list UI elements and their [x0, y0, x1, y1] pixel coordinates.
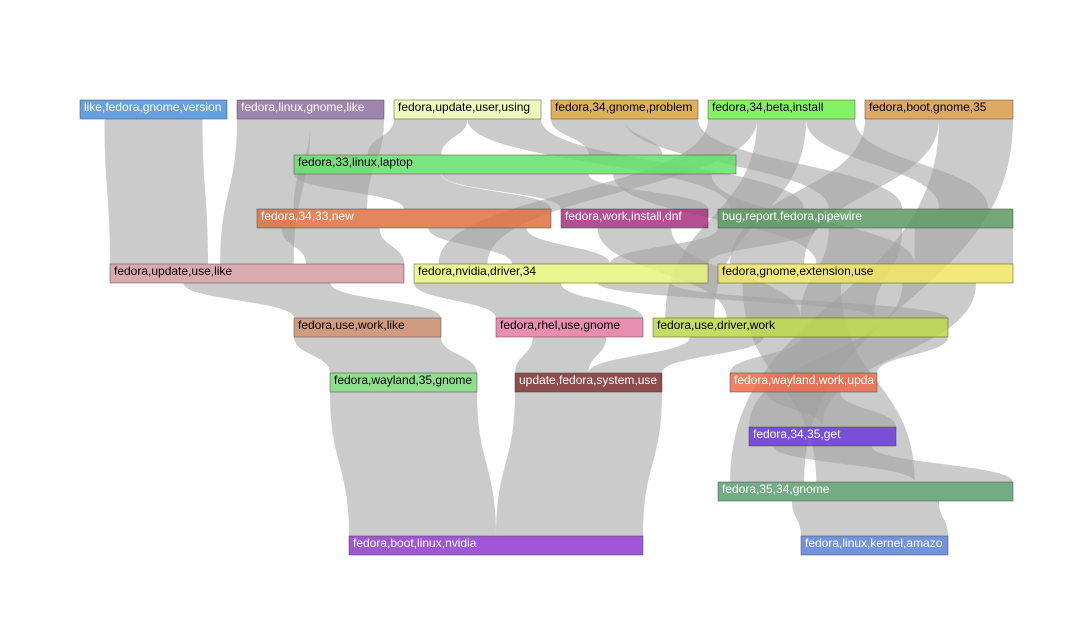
topic-node-label: like,fedora,gnome,version — [84, 100, 221, 114]
topic-node-label: fedora,use,driver,work — [657, 318, 776, 332]
topic-node-box — [256, 208, 552, 229]
topic-node-box — [864, 99, 1014, 120]
topic-node[interactable]: fedora,update,use,like — [109, 263, 405, 284]
topic-node[interactable]: fedora,use,driver,work — [652, 317, 949, 338]
topic-node-box — [495, 317, 644, 338]
topic-node-box — [717, 208, 1014, 229]
flow-link — [914, 228, 1013, 264]
topic-node-label: fedora,gnome,extension,use — [722, 264, 874, 278]
topic-node[interactable]: fedora,nvidia,driver,34 — [413, 263, 709, 284]
flow-link — [496, 392, 662, 536]
topic-node-label: update,fedora,system,use — [519, 373, 657, 387]
topic-node[interactable]: fedora,boot,gnome,35 — [864, 99, 1014, 120]
topic-node-label: fedora,boot,linux,nvidia — [353, 536, 477, 550]
topic-node-box — [236, 99, 385, 120]
topic-node-label: fedora,34,beta,install — [712, 100, 823, 114]
topic-node[interactable]: fedora,33,linux,laptop — [293, 154, 737, 175]
topic-node[interactable]: fedora,34,35,get — [748, 426, 897, 447]
topic-node-label: fedora,use,work,like — [298, 318, 405, 332]
topic-node-box — [717, 481, 1014, 502]
flow-link — [441, 174, 708, 209]
topic-node-box — [514, 372, 663, 393]
topic-node-box — [717, 263, 1014, 284]
topic-node-box — [800, 535, 949, 556]
topic-node[interactable]: fedora,34,33,new — [256, 208, 552, 229]
topic-node[interactable]: fedora,gnome,extension,use — [717, 263, 1014, 284]
topic-node[interactable]: like,fedora,gnome,version — [79, 99, 228, 120]
flow-link — [367, 119, 468, 155]
topic-node[interactable]: fedora,35,34,gnome — [717, 481, 1014, 502]
topic-node[interactable]: fedora,boot,linux,nvidia — [348, 535, 644, 556]
flow-link — [766, 392, 896, 427]
topic-node-box — [329, 372, 478, 393]
flow-link — [428, 228, 610, 264]
topic-node-label: fedora,34,gnome,problem — [555, 100, 692, 114]
topic-node-box — [109, 263, 405, 284]
topic-node-box — [413, 263, 709, 284]
topic-node-label: fedora,boot,gnome,35 — [869, 100, 987, 114]
flow-link — [414, 283, 643, 318]
topic-node[interactable]: fedora,rhel,use,gnome — [495, 317, 644, 338]
flow-link — [294, 337, 477, 373]
topic-node-label: fedora,wayland,work,upda — [734, 373, 874, 387]
topic-node-box — [293, 317, 442, 338]
flow-link — [551, 119, 663, 155]
topic-node-label: fedora,34,35,get — [753, 427, 841, 441]
topic-node[interactable]: fedora,linux,gnome,like — [236, 99, 385, 120]
topic-node-label: fedora,35,34,gnome — [722, 482, 830, 496]
flow-link — [330, 392, 496, 536]
topic-node-label: fedora,linux,kernel,amazo — [805, 536, 943, 550]
flow-link — [281, 228, 404, 264]
topic-node[interactable]: fedora,34,beta,install — [707, 99, 856, 120]
topic-node-box — [748, 426, 897, 447]
topic-node-box — [652, 317, 949, 338]
topic-node-label: fedora,wayland,35,gnome — [334, 373, 472, 387]
topic-node-label: fedora,33,linux,laptop — [298, 155, 413, 169]
topic-node[interactable]: fedora,wayland,35,gnome — [329, 372, 478, 393]
topic-node[interactable]: fedora,work,install,dnf — [560, 208, 709, 229]
topic-node-label: bug,report,fedora,pipewire — [722, 209, 862, 223]
topic-node-label: fedora,update,use,like — [114, 264, 232, 278]
topic-node[interactable]: update,fedora,system,use — [514, 372, 663, 393]
topic-node-label: fedora,linux,gnome,like — [241, 100, 365, 114]
topic-node-box — [560, 208, 709, 229]
flow-link — [183, 283, 441, 318]
flow-link — [294, 174, 551, 209]
topic-node-label: fedora,work,install,dnf — [565, 209, 682, 223]
topic-node-box — [348, 535, 644, 556]
flow-link — [104, 119, 208, 264]
flow-link — [588, 337, 764, 373]
topic-node-box — [729, 372, 878, 393]
topic-node[interactable]: fedora,update,user,using — [393, 99, 542, 120]
topic-node[interactable]: fedora,34,gnome,problem — [550, 99, 699, 120]
topic-node-box — [707, 99, 856, 120]
flow-link — [792, 501, 948, 536]
flow-link — [773, 446, 1013, 482]
topic-node-label: fedora,nvidia,driver,34 — [418, 264, 536, 278]
topic-node-label: fedora,update,user,using — [398, 100, 530, 114]
topic-node-label: fedora,34,33,new — [261, 209, 354, 223]
topic-node[interactable]: fedora,use,work,like — [293, 317, 442, 338]
topic-node-box — [393, 99, 542, 120]
topic-node-box — [550, 99, 699, 120]
topic-node[interactable]: fedora,linux,kernel,amazo — [800, 535, 949, 556]
nodes-layer: like,fedora,gnome,version fedora,linux,gn… — [79, 99, 1014, 556]
flow-link — [515, 337, 607, 373]
topic-node-label: fedora,rhel,use,gnome — [500, 318, 620, 332]
topic-node[interactable]: fedora,wayland,work,upda — [729, 372, 878, 393]
topic-node-box — [293, 154, 737, 175]
topic-node[interactable]: bug,report,fedora,pipewire — [717, 208, 1014, 229]
topic-node-box — [79, 99, 228, 120]
